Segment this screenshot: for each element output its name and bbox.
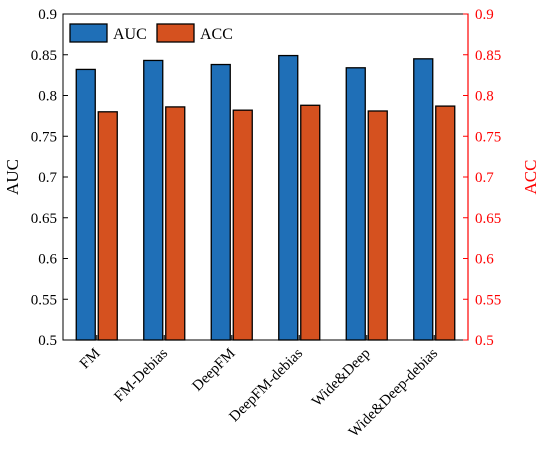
bar-acc-3 <box>300 104 321 341</box>
bar-acc-5 <box>435 105 456 341</box>
plot-frame <box>62 13 469 341</box>
legend-label-auc: AUC <box>113 26 147 43</box>
right-tick-label: 0.8 <box>475 89 494 105</box>
left-tick-label: 0.5 <box>38 333 57 349</box>
bar-acc-1 <box>165 106 186 341</box>
left-tick-label: 0.7 <box>38 170 57 186</box>
right-tick-label: 0.55 <box>475 292 501 308</box>
right-tick-label: 0.85 <box>475 48 501 64</box>
left-tick-label: 0.85 <box>31 48 57 64</box>
legend-swatch-auc <box>69 23 108 43</box>
left-tick-label: 0.9 <box>38 7 57 23</box>
bar-acc-4 <box>367 110 388 341</box>
bars-layer <box>75 54 456 341</box>
x-tick-label: DeepFM-debias <box>226 345 306 425</box>
bar-auc-1 <box>143 59 164 341</box>
bar-auc-0 <box>75 68 96 341</box>
left-tick-label: 0.8 <box>38 89 57 105</box>
left-axis: 0.5 0.55 0.6 0.65 0.7 0.75 0.8 0.85 0.9 <box>31 7 68 349</box>
bar-auc-5 <box>413 58 434 341</box>
left-tick-label: 0.65 <box>31 211 57 227</box>
right-tick-label: 0.6 <box>475 252 494 268</box>
left-tick-label: 0.6 <box>38 252 57 268</box>
bar-acc-2 <box>232 109 253 341</box>
x-tick-label: FM-Debias <box>111 345 171 405</box>
right-tick-label: 0.5 <box>475 333 494 349</box>
legend-swatch-acc <box>156 23 195 43</box>
x-tick-label: Wide&Deep <box>309 346 373 410</box>
left-tick-label: 0.75 <box>31 129 57 145</box>
right-tick-label: 0.7 <box>475 170 494 186</box>
bar-auc-3 <box>278 54 299 341</box>
bar-acc-0 <box>97 111 118 341</box>
legend-label-acc: ACC <box>200 26 233 43</box>
bar-auc-2 <box>210 63 231 341</box>
legend: AUC ACC <box>65 16 242 52</box>
y-axis-title-right: ACC <box>521 160 540 195</box>
left-tick-label: 0.55 <box>31 292 57 308</box>
bar-auc-4 <box>345 67 366 341</box>
right-tick-label: 0.9 <box>475 7 494 23</box>
right-tick-label: 0.65 <box>475 211 501 227</box>
y-axis-title-left: AUC <box>3 159 22 195</box>
x-tick-label: DeepFM <box>190 346 239 395</box>
right-tick-label: 0.75 <box>475 129 501 145</box>
x-tick-label: FM <box>77 346 104 373</box>
right-axis: 0.5 0.55 0.6 0.65 0.7 0.75 0.8 0.85 0.9 <box>463 7 501 349</box>
